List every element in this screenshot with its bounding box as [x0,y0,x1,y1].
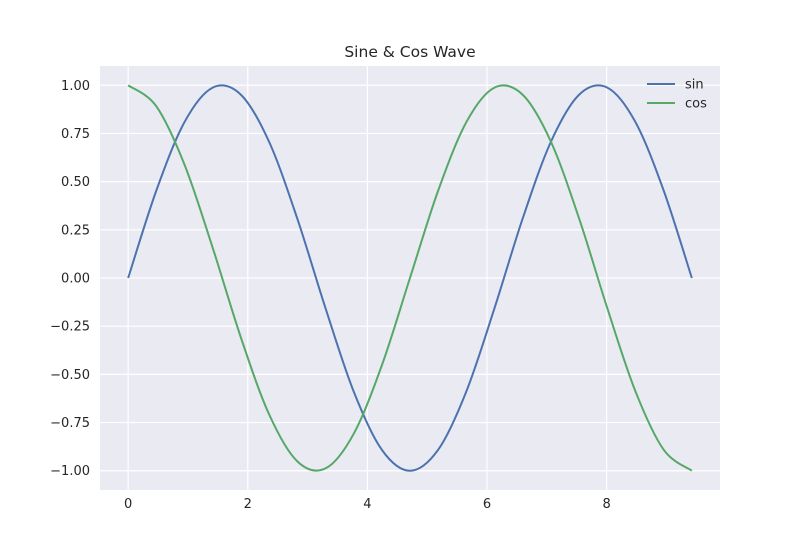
y-tick-label: 0.25 [61,223,90,238]
y-tick-label: −1.00 [50,464,90,479]
x-tick-label: 6 [483,497,491,512]
y-tick-label: −0.50 [50,368,90,383]
series-line-cos [127,84,693,472]
x-tick-label: 8 [602,497,610,512]
series-layer [127,84,693,472]
chart-title: Sine & Cos Wave [344,43,475,61]
x-tick-label: 2 [244,497,252,512]
y-tick-label: 0.50 [61,175,90,190]
legend: sin cos [647,78,707,112]
x-tick-label: 0 [124,497,132,512]
y-tick-label: 1.00 [61,79,90,94]
y-tick-label: −0.25 [50,320,90,335]
y-tick-label: −0.75 [50,416,90,431]
tick-labels: 0 2 4 6 8 −1.00 −0.75 −0.50 −0.25 0.00 0.25 0.50 0.7… [50,79,611,512]
series-line-sin [127,84,693,472]
legend-label-cos: cos [685,97,707,112]
x-tick-label: 4 [363,497,371,512]
y-tick-label: 0.00 [61,272,90,287]
y-tick-label: 0.75 [61,127,90,142]
legend-label-sin: sin [685,78,704,93]
